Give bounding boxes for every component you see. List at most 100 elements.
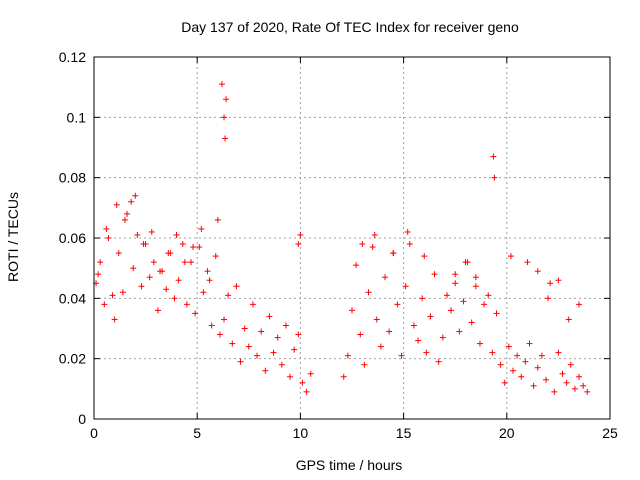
data-point bbox=[505, 343, 512, 350]
data-point bbox=[154, 307, 161, 314]
data-point bbox=[192, 310, 199, 317]
data-point bbox=[278, 361, 285, 368]
y-tick-label: 0 bbox=[78, 411, 86, 427]
data-point bbox=[115, 250, 122, 257]
data-point bbox=[221, 114, 228, 121]
data-point bbox=[524, 259, 531, 266]
data-point bbox=[171, 295, 178, 302]
data-point bbox=[584, 388, 591, 395]
data-point bbox=[415, 337, 422, 344]
data-point bbox=[489, 349, 496, 356]
grid-lines bbox=[94, 57, 610, 419]
data-point bbox=[254, 352, 261, 359]
data-point bbox=[551, 388, 558, 395]
data-point bbox=[165, 250, 172, 257]
data-point bbox=[359, 241, 366, 248]
data-point bbox=[198, 225, 205, 232]
data-point bbox=[580, 382, 587, 389]
data-point bbox=[377, 343, 384, 350]
data-point bbox=[103, 225, 110, 232]
data-point bbox=[386, 328, 393, 335]
data-point bbox=[559, 370, 566, 377]
data-point bbox=[357, 331, 364, 338]
data-point bbox=[307, 370, 314, 377]
y-tick-label: 0.04 bbox=[59, 290, 86, 306]
data-point bbox=[431, 271, 438, 278]
data-point bbox=[270, 349, 277, 356]
data-point bbox=[241, 325, 248, 332]
data-point bbox=[404, 228, 411, 235]
data-point bbox=[509, 367, 516, 374]
data-point bbox=[218, 81, 225, 88]
data-point bbox=[576, 301, 583, 308]
axis-ticks: 0 5 10 15 20 25 0 0.02 0.04 0.06 0.08 0.1 0.12 bbox=[59, 49, 618, 441]
data-point bbox=[274, 334, 281, 341]
data-point bbox=[97, 259, 104, 266]
data-point bbox=[134, 231, 141, 238]
data-point bbox=[157, 268, 164, 275]
x-tick-label: 15 bbox=[396, 425, 412, 441]
data-point bbox=[138, 283, 145, 290]
data-point bbox=[472, 274, 479, 281]
data-point bbox=[361, 361, 368, 368]
data-point bbox=[111, 316, 118, 323]
data-point bbox=[476, 340, 483, 347]
data-point bbox=[299, 379, 306, 386]
data-point bbox=[282, 322, 289, 329]
data-point bbox=[344, 352, 351, 359]
data-point bbox=[303, 388, 310, 395]
data-point bbox=[497, 361, 504, 368]
data-point bbox=[349, 307, 355, 314]
data-point bbox=[113, 201, 120, 208]
data-point bbox=[369, 244, 376, 251]
data-point bbox=[514, 352, 521, 359]
data-point bbox=[124, 210, 131, 217]
data-point bbox=[555, 349, 562, 356]
data-point bbox=[222, 135, 229, 142]
data-point bbox=[128, 198, 135, 205]
data-point bbox=[534, 364, 541, 371]
chart-title: Day 137 of 2020, Rate Of TEC Index for r… bbox=[181, 19, 519, 35]
data-point bbox=[460, 298, 467, 305]
data-point bbox=[490, 153, 497, 160]
data-point bbox=[216, 331, 223, 338]
x-axis-label: GPS time / hours bbox=[296, 457, 403, 473]
data-point bbox=[237, 358, 244, 365]
data-point bbox=[371, 231, 378, 238]
data-point bbox=[190, 244, 197, 251]
data-point bbox=[140, 241, 147, 248]
data-point bbox=[402, 283, 409, 290]
data-point bbox=[132, 192, 139, 199]
data-point bbox=[225, 292, 232, 299]
data-point bbox=[530, 382, 537, 389]
y-tick-label: 0.12 bbox=[59, 49, 86, 65]
data-point bbox=[365, 289, 372, 296]
data-point bbox=[297, 231, 304, 238]
x-tick-label: 25 bbox=[602, 425, 618, 441]
data-point bbox=[148, 228, 155, 235]
data-point bbox=[390, 250, 397, 257]
data-point bbox=[563, 379, 570, 386]
data-point bbox=[452, 280, 459, 287]
x-tick-label: 0 bbox=[90, 425, 98, 441]
data-point bbox=[448, 307, 455, 314]
data-point bbox=[443, 292, 450, 299]
data-point bbox=[394, 301, 401, 308]
data-point bbox=[373, 316, 380, 323]
data-point bbox=[146, 274, 153, 281]
data-point bbox=[130, 265, 137, 272]
x-tick-label: 10 bbox=[293, 425, 309, 441]
data-point bbox=[543, 376, 550, 383]
y-tick-label: 0.1 bbox=[67, 109, 87, 125]
data-point bbox=[212, 253, 219, 260]
data-point bbox=[538, 352, 545, 359]
x-tick-label: 5 bbox=[193, 425, 201, 441]
data-point bbox=[223, 96, 230, 103]
data-point bbox=[188, 259, 195, 266]
data-point bbox=[101, 301, 108, 308]
data-point bbox=[266, 313, 273, 320]
y-tick-label: 0.08 bbox=[59, 170, 86, 186]
data-point bbox=[526, 340, 533, 347]
data-point bbox=[179, 241, 186, 248]
data-point bbox=[410, 322, 417, 329]
